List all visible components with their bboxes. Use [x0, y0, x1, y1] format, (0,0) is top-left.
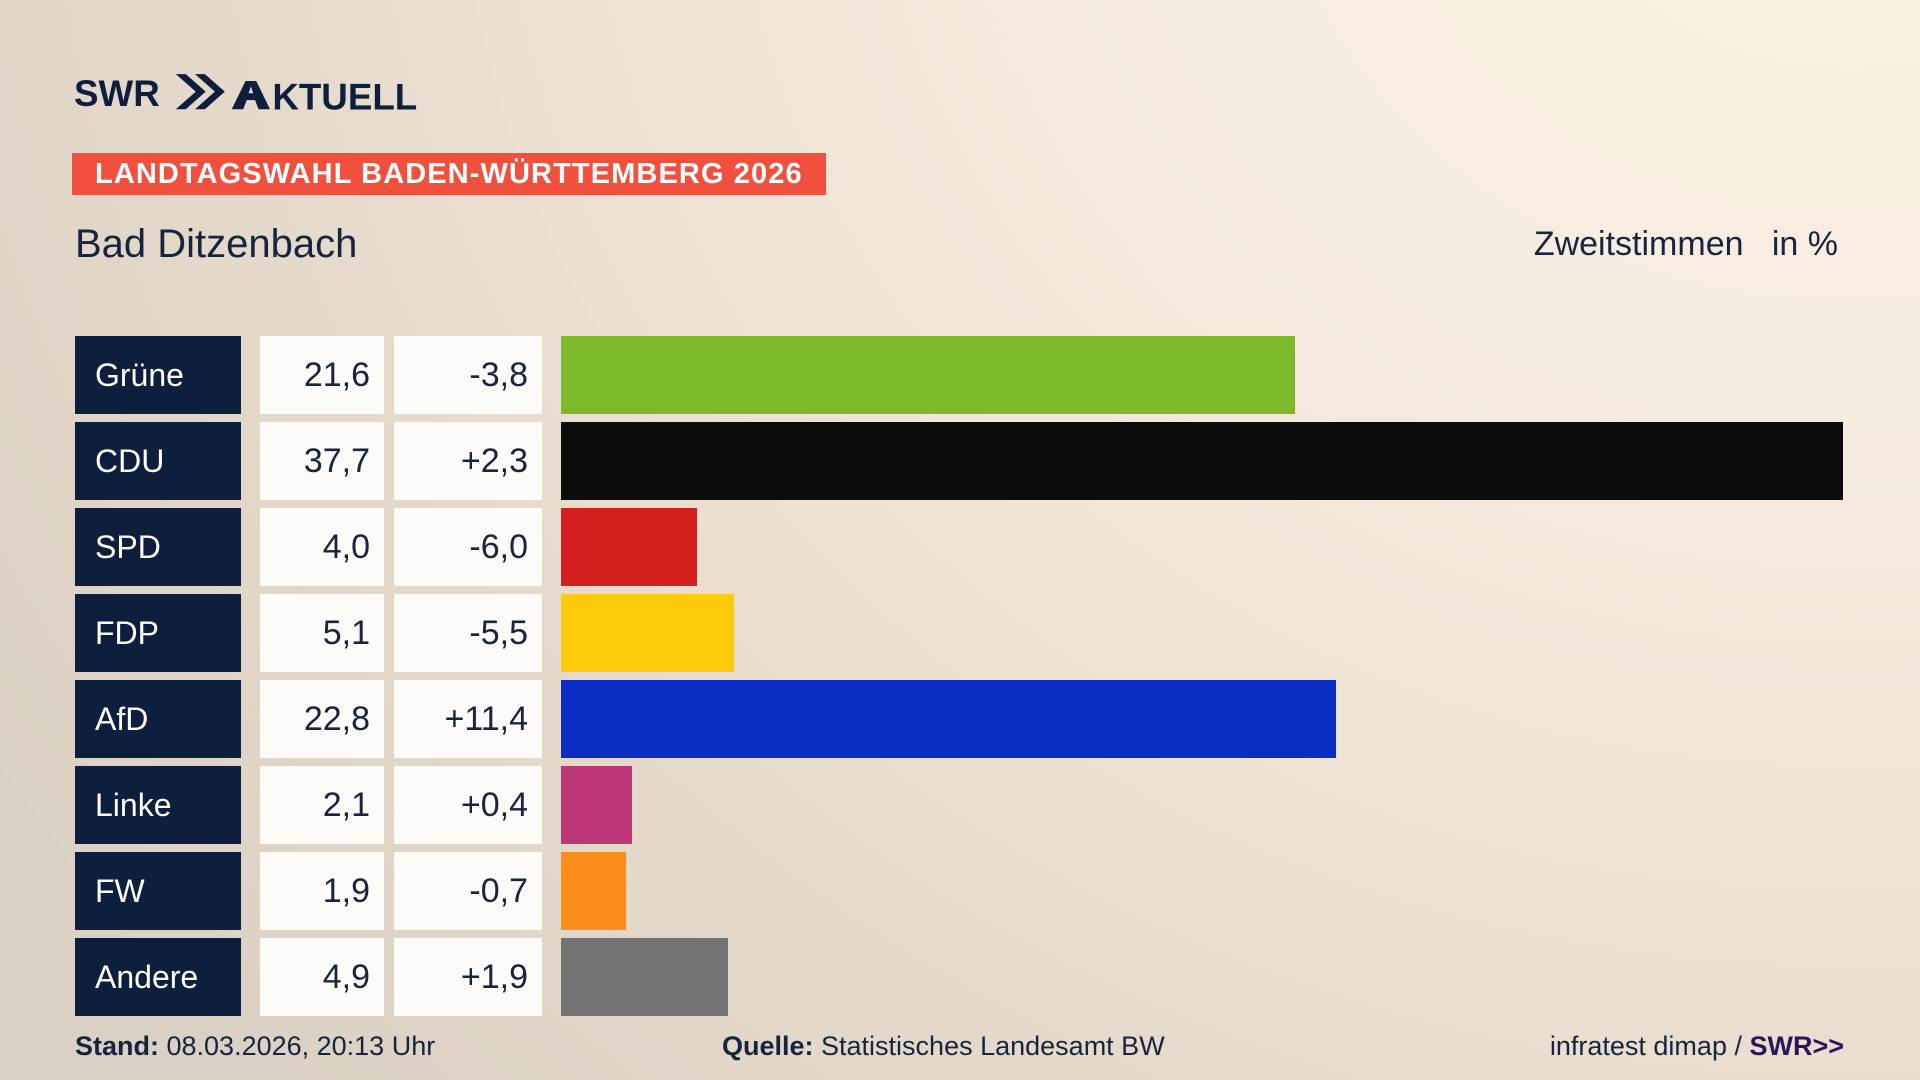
- svg-text:SWR: SWR: [74, 73, 160, 114]
- svg-text:KTUELL: KTUELL: [272, 76, 417, 117]
